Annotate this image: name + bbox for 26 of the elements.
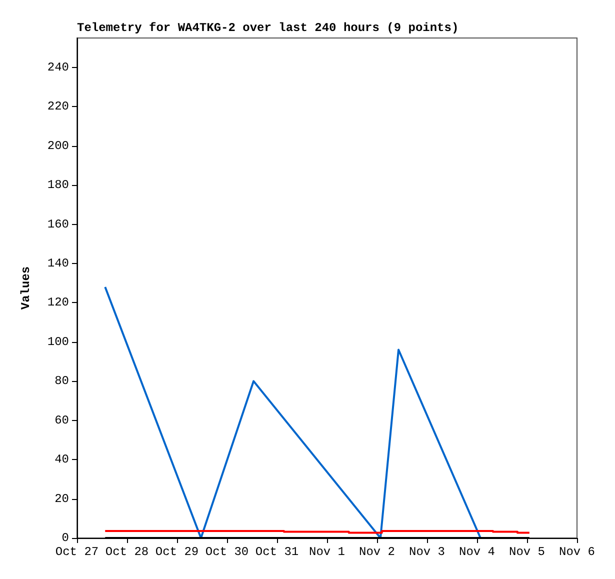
y-tick-label: 20 [54, 492, 69, 506]
y-tick-label: 100 [47, 334, 69, 349]
x-tick-label: Nov 4 [458, 545, 496, 559]
y-tick-label: 200 [47, 138, 69, 153]
x-tick-label: Oct 30 [205, 545, 249, 559]
y-tick-label: 180 [47, 178, 69, 192]
y-tick-label: 140 [47, 256, 69, 270]
x-tick-label: Oct 29 [155, 545, 199, 559]
y-tick-label: 0 [62, 531, 69, 545]
y-tick-label: 160 [47, 217, 69, 232]
x-tick-label: Nov 3 [408, 545, 446, 559]
y-tick-label: 240 [47, 60, 69, 74]
x-tick-label: Oct 28 [105, 545, 149, 559]
y-tick-label: 120 [47, 296, 69, 310]
y-tick-label: 40 [54, 452, 69, 467]
chart-title: Telemetry for WA4TKG-2 over last 240 hours (9 points) [77, 21, 459, 35]
y-tick-label: 60 [54, 413, 69, 428]
x-tick-label: Oct 31 [255, 545, 299, 559]
x-tick-label: Oct 27 [55, 545, 99, 559]
x-tick-label: Nov 2 [358, 545, 396, 559]
x-tick-label: Nov 6 [558, 545, 596, 559]
x-tick-label: Nov 1 [308, 545, 346, 559]
x-tick-label: Nov 5 [508, 545, 546, 559]
y-axis-title: Values [19, 266, 33, 310]
y-tick-label: 220 [47, 100, 69, 114]
y-tick-label: 80 [54, 374, 69, 388]
